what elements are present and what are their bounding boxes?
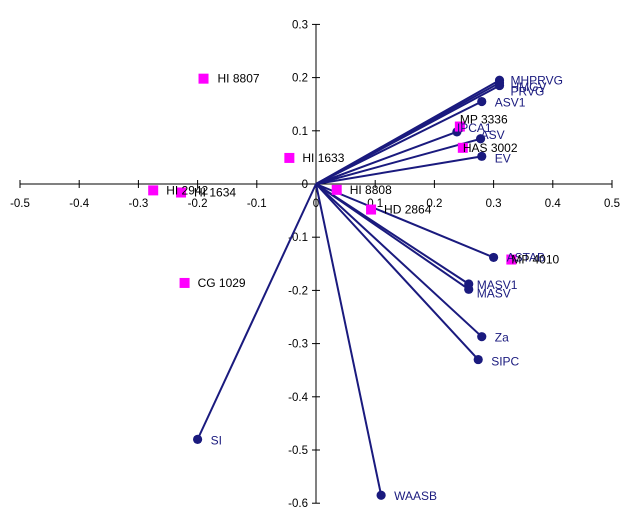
variable-point	[475, 134, 486, 144]
x-tick-label: 0.4	[545, 198, 562, 210]
y-tick-label: 0	[302, 179, 308, 191]
genotype-point	[148, 185, 159, 196]
genotype-point	[454, 121, 465, 132]
variable-label: WAASB	[394, 489, 437, 503]
variable-vectors	[193, 75, 505, 500]
y-tick-label: 0.2	[292, 73, 308, 85]
variable-label: MASV	[477, 286, 511, 300]
variable-point	[477, 96, 487, 107]
genotype-label: HI 1633	[302, 151, 344, 165]
genotype-label: HD 2864	[384, 203, 432, 217]
variable-point	[376, 490, 386, 500]
variable-label: ASTAB	[507, 250, 545, 264]
variable-label: IPCA1	[457, 121, 492, 135]
genotype-label: HI 1634	[194, 186, 236, 200]
variable-point	[477, 332, 487, 342]
variable-label: Za	[495, 331, 509, 345]
genotype-label: MP 4010	[511, 253, 559, 267]
variable-label: MHPRVG	[511, 73, 563, 87]
variable-vector-line	[315, 84, 500, 185]
variable-label: SI	[211, 433, 222, 447]
genotype-point	[366, 204, 377, 215]
genotype-point	[284, 152, 295, 163]
variable-label: EV	[495, 151, 511, 165]
variable-vector-line	[315, 183, 483, 338]
variable-vector-line	[196, 183, 317, 440]
variable-point	[489, 252, 499, 263]
x-tick-label: 0.5	[604, 198, 620, 210]
variable-label: MASV1	[477, 278, 518, 292]
x-tick-label: 0.3	[486, 198, 502, 210]
x-tick-label: -0.2	[188, 198, 208, 210]
genotype-point	[331, 184, 342, 195]
variable-vector-line	[315, 155, 482, 185]
y-tick-label: 0.3	[292, 19, 308, 31]
genotype-point	[179, 277, 190, 288]
y-tick-label: -0.3	[288, 339, 308, 351]
genotype-point	[198, 73, 209, 84]
variable-point	[193, 434, 203, 444]
variable-label: PRVG	[511, 85, 545, 99]
y-tick-label: -0.2	[288, 285, 308, 297]
genotype-label: MP 3336	[460, 113, 508, 127]
genotype-point	[506, 254, 517, 265]
variable-label: HMGV	[511, 80, 547, 94]
variable-label: ASV1	[495, 96, 526, 110]
variable-vector-line	[315, 137, 481, 185]
variable-label: ASV	[481, 128, 505, 142]
y-tick-label: -0.4	[288, 392, 308, 404]
genotype-label: HI 8807	[218, 72, 260, 86]
x-tick-label: 0.2	[426, 198, 442, 210]
variable-point	[477, 151, 487, 161]
y-tick-label: 0.1	[292, 126, 308, 138]
genotype-points	[148, 73, 517, 288]
variable-vector-line	[315, 183, 494, 259]
y-tick-label: -0.6	[288, 498, 308, 510]
genotype-point	[176, 187, 187, 198]
x-tick-label: -0.5	[10, 198, 30, 210]
variable-vector-line	[315, 183, 383, 496]
genotype-label: HI 2942	[166, 183, 208, 197]
variable-label: SIPC	[491, 355, 519, 369]
variable-vector-line	[315, 100, 483, 185]
x-tick-label: -0.4	[69, 198, 89, 210]
variable-point	[473, 354, 483, 365]
variable-vector-line	[315, 130, 458, 185]
genotype-point	[457, 142, 468, 153]
x-tick-label: -0.1	[247, 198, 267, 210]
genotype-label: HI 8808	[350, 183, 392, 197]
x-tick-label: 0	[313, 198, 319, 210]
variable-point	[464, 284, 474, 294]
variable-vector-line	[315, 183, 479, 361]
variable-point	[494, 80, 505, 91]
x-tick-label: -0.3	[128, 198, 148, 210]
genotype-label: HAS 3002	[463, 141, 518, 155]
variable-vector-line	[315, 183, 470, 291]
y-tick-label: -0.5	[288, 445, 308, 457]
genotype-label: CG 1029	[198, 276, 246, 290]
